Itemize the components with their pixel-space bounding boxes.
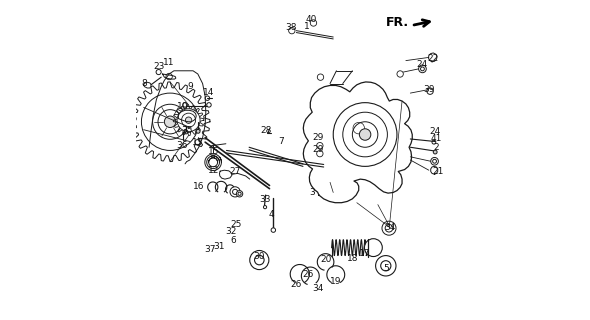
Circle shape bbox=[385, 224, 393, 232]
Text: 36: 36 bbox=[176, 141, 187, 150]
Text: 34: 34 bbox=[312, 284, 324, 292]
Text: 40: 40 bbox=[305, 15, 317, 24]
Text: 1: 1 bbox=[304, 22, 310, 31]
Circle shape bbox=[196, 129, 200, 133]
Circle shape bbox=[250, 251, 269, 270]
Text: 5: 5 bbox=[384, 264, 389, 274]
Text: 26: 26 bbox=[303, 270, 314, 279]
Text: 18: 18 bbox=[346, 254, 358, 263]
Text: 16: 16 bbox=[193, 182, 205, 191]
Text: 41: 41 bbox=[431, 134, 442, 143]
Text: 28: 28 bbox=[260, 125, 271, 134]
Circle shape bbox=[206, 103, 211, 107]
Circle shape bbox=[153, 104, 188, 139]
Circle shape bbox=[419, 65, 426, 73]
Text: 6: 6 bbox=[230, 236, 236, 245]
Circle shape bbox=[381, 261, 391, 271]
Circle shape bbox=[158, 110, 182, 134]
Circle shape bbox=[271, 228, 276, 232]
Text: 31: 31 bbox=[214, 242, 225, 251]
Text: 3: 3 bbox=[310, 188, 316, 197]
Circle shape bbox=[177, 109, 200, 132]
Circle shape bbox=[142, 93, 199, 150]
Text: 10: 10 bbox=[177, 102, 188, 111]
Text: 9: 9 bbox=[188, 82, 194, 91]
Circle shape bbox=[382, 221, 396, 235]
Text: 15: 15 bbox=[208, 147, 220, 156]
Text: 7: 7 bbox=[278, 137, 284, 146]
Text: 29: 29 bbox=[312, 145, 324, 154]
Text: 17: 17 bbox=[359, 249, 370, 258]
Text: 35: 35 bbox=[182, 126, 193, 135]
Circle shape bbox=[185, 117, 192, 123]
Text: 27: 27 bbox=[230, 167, 241, 176]
Text: 38: 38 bbox=[285, 23, 296, 32]
Circle shape bbox=[264, 205, 267, 209]
Circle shape bbox=[230, 187, 240, 197]
Circle shape bbox=[376, 256, 396, 276]
Text: 23: 23 bbox=[153, 62, 165, 71]
Text: 12: 12 bbox=[208, 166, 219, 175]
Text: 32: 32 bbox=[225, 227, 237, 236]
Text: 21: 21 bbox=[432, 167, 444, 176]
Text: 19: 19 bbox=[330, 276, 342, 285]
Circle shape bbox=[183, 103, 187, 107]
Text: 30: 30 bbox=[254, 252, 265, 261]
Text: 33: 33 bbox=[259, 195, 270, 204]
Text: 22: 22 bbox=[428, 53, 439, 62]
Circle shape bbox=[359, 129, 371, 140]
Text: 24: 24 bbox=[430, 127, 441, 136]
Text: 26: 26 bbox=[290, 280, 301, 289]
Text: 14: 14 bbox=[202, 88, 214, 97]
Text: 8: 8 bbox=[142, 79, 148, 88]
Circle shape bbox=[232, 189, 238, 195]
Circle shape bbox=[165, 116, 176, 127]
Text: 2: 2 bbox=[434, 143, 440, 152]
Text: 4: 4 bbox=[269, 210, 274, 219]
Circle shape bbox=[432, 159, 437, 163]
Text: 20: 20 bbox=[320, 255, 331, 264]
Circle shape bbox=[433, 150, 437, 154]
Text: 11: 11 bbox=[163, 58, 175, 67]
Text: 25: 25 bbox=[231, 220, 242, 229]
Text: 13: 13 bbox=[192, 138, 204, 147]
Circle shape bbox=[254, 255, 264, 265]
Circle shape bbox=[421, 67, 424, 71]
Circle shape bbox=[182, 113, 196, 127]
Circle shape bbox=[238, 192, 241, 196]
Text: 37: 37 bbox=[204, 245, 215, 254]
Circle shape bbox=[365, 239, 382, 257]
Text: 34: 34 bbox=[384, 223, 396, 232]
Text: 29: 29 bbox=[312, 133, 324, 142]
Circle shape bbox=[431, 157, 438, 165]
Circle shape bbox=[237, 191, 242, 197]
Text: 39: 39 bbox=[423, 85, 435, 94]
Text: FR.: FR. bbox=[386, 16, 409, 29]
Text: 24: 24 bbox=[417, 60, 428, 69]
